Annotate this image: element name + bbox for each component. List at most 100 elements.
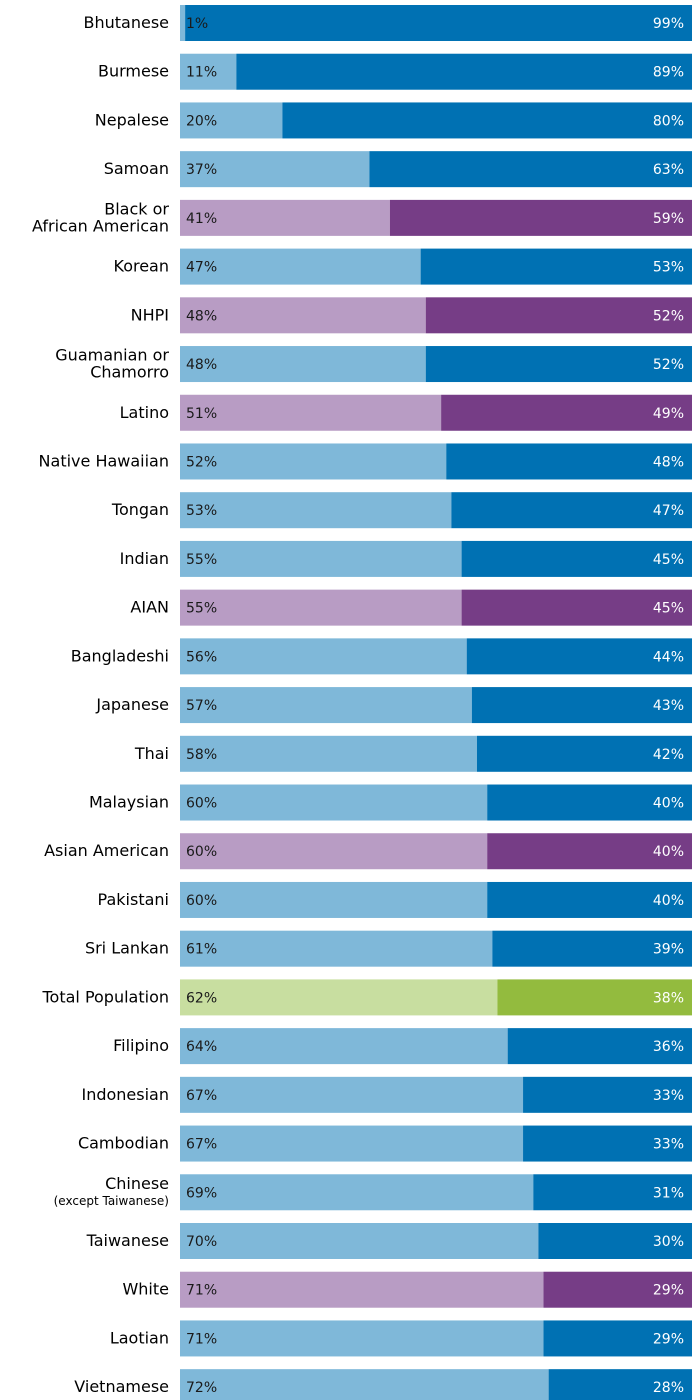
value-label: 67%: [186, 1088, 217, 1104]
bar-segment: [425, 297, 692, 334]
bar-segment: [180, 297, 426, 334]
value-label: 71%: [186, 1283, 217, 1299]
bar-segment: [461, 540, 692, 577]
bar-segment: [282, 102, 692, 139]
bar-segment: [236, 53, 692, 90]
bar-segment: [180, 1223, 539, 1259]
bar-segment: [180, 394, 442, 431]
bar-segment: [180, 443, 447, 480]
value-label: 33%: [653, 1088, 684, 1104]
value-label: 40%: [653, 893, 684, 909]
category-label: Filipino: [113, 1036, 169, 1055]
category-label: Total Population: [41, 987, 169, 1006]
value-label: 30%: [653, 1234, 684, 1250]
value-label: 56%: [186, 649, 217, 665]
value-label: 48%: [186, 308, 217, 324]
value-label: 53%: [653, 260, 684, 276]
value-label: 80%: [653, 113, 684, 129]
category-label: Indian: [120, 548, 169, 567]
bar-segment: [533, 1174, 692, 1211]
category-label: Native Hawaiian: [39, 451, 169, 470]
bar-segment: [180, 1271, 544, 1308]
bar-segment: [523, 1076, 692, 1113]
bar-segment: [487, 881, 692, 918]
category-label: Laotian: [110, 1328, 169, 1347]
bar-segment: [420, 248, 692, 285]
value-label: 55%: [186, 552, 217, 568]
bar-segment: [180, 833, 488, 870]
bar-segment: [180, 589, 462, 626]
bar-segment: [451, 492, 692, 529]
value-label: 52%: [653, 357, 684, 373]
bar-segment: [543, 1271, 692, 1308]
bar-segment: [471, 687, 692, 724]
bar-segment: [180, 735, 477, 772]
bar-segment: [180, 1028, 508, 1065]
value-label: 40%: [653, 796, 684, 812]
category-label: Japanese: [95, 695, 169, 714]
value-label: 53%: [186, 503, 217, 519]
bar-segment: [180, 5, 186, 41]
bar-segment: [180, 979, 498, 1016]
value-label: 72%: [186, 1380, 217, 1396]
category-label: White: [122, 1279, 169, 1298]
value-label: 47%: [653, 503, 684, 519]
value-label: 70%: [186, 1234, 217, 1250]
bar-segment: [180, 199, 390, 236]
bar-segment: [389, 199, 692, 236]
category-label: Asian American: [44, 841, 169, 860]
bar-segment: [548, 1369, 692, 1400]
category-label: Cambodian: [78, 1133, 169, 1152]
value-label: 60%: [186, 796, 217, 812]
bar-segment: [492, 930, 692, 967]
bar-segment: [180, 346, 426, 383]
category-label: Taiwanese: [86, 1231, 169, 1250]
category-label: NHPI: [131, 305, 169, 324]
category-label: Sri Lankan: [85, 938, 169, 957]
category-label: Bhutanese: [84, 13, 170, 32]
bar-segment: [180, 540, 462, 577]
value-label: 44%: [653, 649, 684, 665]
value-label: 49%: [653, 406, 684, 422]
value-label: 31%: [653, 1185, 684, 1201]
bar-segment: [180, 784, 488, 821]
value-label: 42%: [653, 747, 684, 763]
category-label: Vietnamese: [74, 1377, 169, 1396]
value-label: 36%: [653, 1039, 684, 1055]
bar-segment: [446, 443, 692, 480]
bar-segment: [543, 1320, 692, 1357]
category-label: Nepalese: [95, 110, 169, 129]
bar-segment: [487, 833, 692, 870]
bar-segment: [487, 784, 692, 821]
value-label: 89%: [653, 65, 684, 81]
bar-segment: [538, 1223, 692, 1259]
bar-segment: [180, 492, 452, 529]
bar-segment: [180, 102, 283, 139]
value-label: 51%: [186, 406, 217, 422]
value-label: 40%: [653, 844, 684, 860]
value-label: 47%: [186, 260, 217, 276]
bar-segment: [461, 589, 692, 626]
bar-segment: [180, 248, 421, 285]
value-label: 33%: [653, 1137, 684, 1153]
bar-segment: [497, 979, 692, 1016]
bar-segment: [180, 881, 488, 918]
bar-segment: [180, 1174, 534, 1211]
value-label: 29%: [653, 1331, 684, 1347]
value-label: 1%: [186, 16, 208, 32]
bar-segment: [180, 687, 472, 724]
value-label: 11%: [186, 65, 217, 81]
value-label: 59%: [653, 211, 684, 227]
bar-segment: [180, 1369, 549, 1400]
bar-segment: [180, 1125, 524, 1162]
category-label: Samoan: [104, 159, 169, 178]
category-label: AIAN: [130, 597, 169, 616]
value-label: 45%: [653, 552, 684, 568]
value-label: 20%: [186, 113, 217, 129]
category-label: Chinese (except Taiwanese): [54, 1173, 169, 1207]
bar-segment: [180, 1320, 544, 1357]
bar-segment: [180, 151, 370, 188]
bar-segment: [425, 346, 692, 383]
value-label: 43%: [653, 698, 684, 714]
